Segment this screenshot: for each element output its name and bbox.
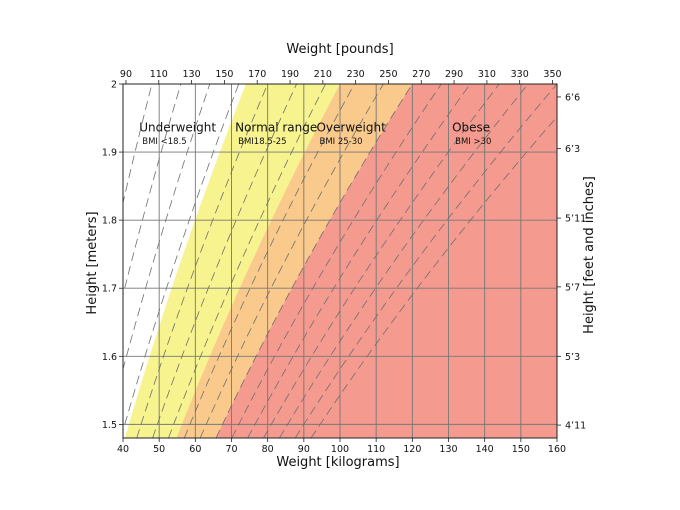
bmi-line-24 <box>168 84 326 438</box>
pound-tick-label-190: 190 <box>281 69 299 80</box>
pound-tick-label-130: 130 <box>183 69 201 80</box>
y-tick-label-1.7: 1.7 <box>102 284 117 295</box>
bmi-line-12 <box>123 84 153 205</box>
bmi-line-38 <box>279 84 529 438</box>
pound-tick-label-150: 150 <box>215 69 233 80</box>
pound-tick-label-110: 110 <box>150 69 168 80</box>
pound-tick-label-250: 250 <box>379 69 397 80</box>
bottom-axis-title: Weight [kilograms] <box>276 455 399 470</box>
region-title-normal-range: Normal range <box>235 121 317 135</box>
region-title-underweight: Underweight <box>139 121 216 135</box>
region-labels: Underweight BMI <18.5 Normal range BMI18.5-… <box>139 121 491 147</box>
bmi-line-16 <box>123 84 211 371</box>
bmi-line-22 <box>152 84 297 438</box>
pound-tick-label-350: 350 <box>543 69 561 80</box>
region-normal-range <box>124 84 340 438</box>
x-tick-label-70: 70 <box>225 444 237 455</box>
x-tick-label-100: 100 <box>331 444 349 455</box>
x-tick-label-150: 150 <box>512 444 530 455</box>
x-tick-label-140: 140 <box>476 444 494 455</box>
region-title-overweight: Overweight <box>316 121 386 135</box>
feet-tick-label-1: 5’3 <box>565 352 580 363</box>
right-axis-title: Height [feet and inches] <box>582 176 597 334</box>
top-axis-title: Weight [pounds] <box>286 42 393 57</box>
bmi-line-18 <box>123 84 240 433</box>
feet-tick-label-5: 6’6 <box>565 92 580 103</box>
bmi-line-40 <box>294 84 557 438</box>
x-tick-label-90: 90 <box>298 444 310 455</box>
pound-tick-label-290: 290 <box>445 69 463 80</box>
y-tick-label-1.8: 1.8 <box>102 216 117 227</box>
pound-tick-label-330: 330 <box>511 69 529 80</box>
bmi-dashed-lines <box>123 84 557 438</box>
region-overweight <box>176 84 413 438</box>
region-underweight <box>123 84 246 438</box>
bmi-regions <box>123 84 557 438</box>
bmi-line-20 <box>136 84 269 438</box>
region-bmi-underweight: BMI <18.5 <box>142 137 186 147</box>
x-tick-label-50: 50 <box>153 444 165 455</box>
y-tick-label-1.9: 1.9 <box>102 148 117 159</box>
region-bmi-overweight: BMI 25-30 <box>319 137 362 147</box>
bmi-line-42 <box>310 116 557 438</box>
axis-ticks: 40 50 60 70 80 90 100 110 120 130 140 150 160 90 110 13… <box>102 69 586 455</box>
bmi-line-32 <box>231 84 442 438</box>
left-axis-title: Height [meters] <box>85 211 100 314</box>
y-tick-label-1.5: 1.5 <box>102 420 117 431</box>
pound-tick-label-270: 270 <box>412 69 430 80</box>
region-bmi-obese: BMI >30 <box>455 137 491 147</box>
x-tick-label-40: 40 <box>117 444 129 455</box>
grid-lines <box>123 84 557 438</box>
bmi-line-28 <box>199 84 384 438</box>
x-tick-label-110: 110 <box>367 444 385 455</box>
x-tick-label-130: 130 <box>439 444 457 455</box>
region-bmi-normal-range: BMI18.5-25 <box>238 137 286 147</box>
y-tick-label-2: 2 <box>111 80 117 91</box>
feet-tick-label-3: 5’11 <box>565 214 586 225</box>
x-tick-label-160: 160 <box>548 444 566 455</box>
bmi-line-30 <box>215 84 413 438</box>
region-obese <box>215 84 557 438</box>
y-tick-label-1.6: 1.6 <box>102 352 117 363</box>
pound-tick-label-230: 230 <box>347 69 365 80</box>
x-tick-label-80: 80 <box>262 444 274 455</box>
bmi-line-36 <box>263 84 500 438</box>
feet-tick-label-2: 5’7 <box>565 282 580 293</box>
x-tick-label-120: 120 <box>403 444 421 455</box>
feet-tick-label-0: 4’11 <box>565 421 586 432</box>
pound-tick-label-170: 170 <box>248 69 266 80</box>
pound-tick-label-310: 310 <box>478 69 496 80</box>
region-title-obese: Obese <box>452 121 490 135</box>
pound-tick-label-90: 90 <box>120 69 132 80</box>
bmi-line-14 <box>123 84 182 297</box>
bmi-line-26 <box>183 84 355 438</box>
x-tick-label-60: 60 <box>189 444 201 455</box>
pound-tick-label-210: 210 <box>314 69 332 80</box>
bmi-line-34 <box>247 84 471 438</box>
feet-tick-label-4: 6’3 <box>565 144 580 155</box>
